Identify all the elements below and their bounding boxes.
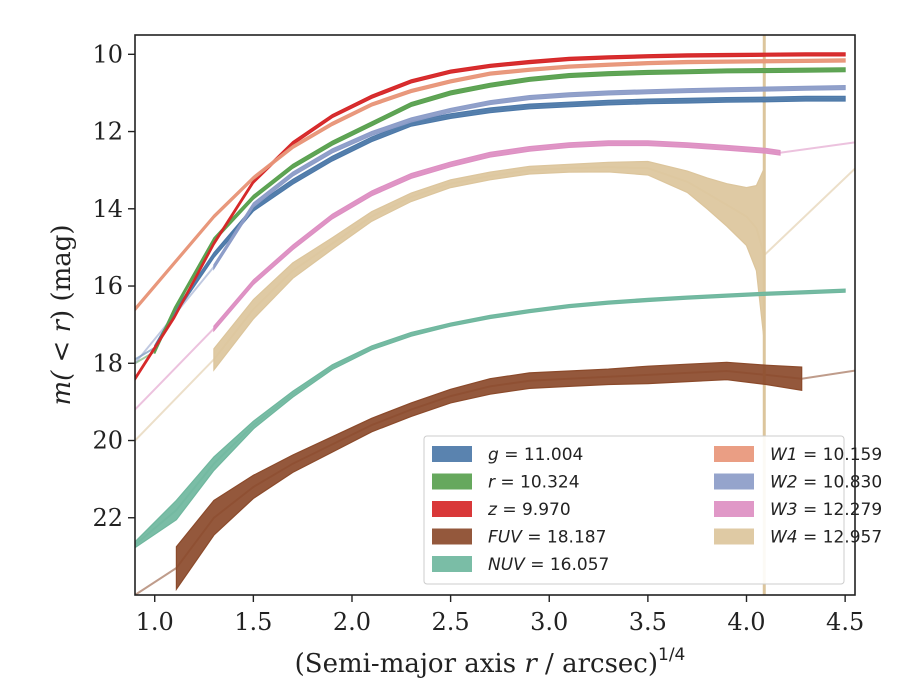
y-tick-label: 20 (92, 427, 123, 455)
legend-swatch (714, 501, 754, 517)
ticks-layer: 1.0 1.5 2.0 2.5 3.0 3.5 4.0 4.5 10 12 14 16 18 20 22 (92, 40, 864, 636)
y-tick-label: 12 (92, 118, 123, 146)
band-r (154, 67, 846, 354)
legend-item-r: r = 10.324 (432, 473, 580, 493)
legend-item-w2: W2 = 10.830 (714, 473, 882, 493)
legend-label: W4 = 12.957 (770, 528, 882, 548)
x-axis-label: (Semi-major axis r / arcsec)1/4 (295, 645, 686, 679)
legend-swatch (432, 446, 472, 462)
legend-label: W2 = 10.830 (770, 473, 882, 493)
x-tick-label: 4.5 (826, 608, 864, 636)
legend-item-z: z = 9.970 (432, 500, 571, 520)
band-z (135, 52, 846, 382)
x-tick-label: 1.5 (234, 608, 272, 636)
legend-swatch (432, 473, 472, 490)
x-tick-label: 3.5 (629, 608, 667, 636)
legend-label: W3 = 12.279 (770, 500, 882, 520)
x-tick-label: 3.0 (530, 608, 568, 636)
legend-swatch (432, 528, 472, 545)
legend-item-g: g = 11.004 (432, 445, 583, 465)
legend-label: FUV = 18.187 (488, 528, 606, 548)
band-fuv (175, 361, 803, 592)
legend-label: W1 = 10.159 (770, 445, 882, 465)
legend-swatch (432, 501, 472, 517)
legend-swatch (714, 473, 754, 490)
y-axis-label: m( < r) (mag) (47, 224, 77, 405)
band-w3 (213, 140, 781, 333)
plot-layer (135, 35, 855, 595)
legend-item-w4: W4 = 12.957 (714, 528, 882, 548)
legend-item-nuv: NUV = 16.057 (432, 555, 609, 575)
series-group (135, 35, 855, 595)
y-tick-label: 18 (92, 349, 123, 377)
legend-label: g = 11.004 (488, 445, 583, 465)
band-w4 (213, 160, 765, 372)
legend-item-w3: W3 = 12.279 (714, 500, 882, 520)
band-w1 (135, 58, 846, 312)
y-tick-label: 14 (92, 195, 123, 223)
legend: g = 11.004 r = 10.324 z = 9.970 FUV = 18.18… (423, 435, 882, 585)
x-tick-label: 2.5 (432, 608, 470, 636)
band-g (154, 95, 846, 353)
x-tick-label: 1.0 (136, 608, 174, 636)
legend-item-w1: W1 = 10.159 (714, 445, 882, 465)
legend-swatch (714, 446, 754, 462)
legend-item-fuv: FUV = 18.187 (432, 528, 606, 548)
y-tick-label: 10 (92, 40, 123, 68)
y-tick-label: 22 (92, 504, 123, 532)
y-tick-label: 16 (92, 272, 123, 300)
legend-label: r = 10.324 (488, 473, 580, 493)
band-w2 (213, 84, 846, 271)
plot-frame (134, 34, 856, 596)
legend-frame (423, 435, 845, 585)
x-tick-label: 2.0 (333, 608, 371, 636)
legend-swatch (714, 528, 754, 545)
legend-label: NUV = 16.057 (488, 555, 609, 575)
legend-swatch (432, 556, 472, 572)
x-tick-label: 4.0 (727, 608, 765, 636)
legend-label: z = 9.970 (487, 500, 571, 520)
band-nuv (135, 288, 846, 549)
